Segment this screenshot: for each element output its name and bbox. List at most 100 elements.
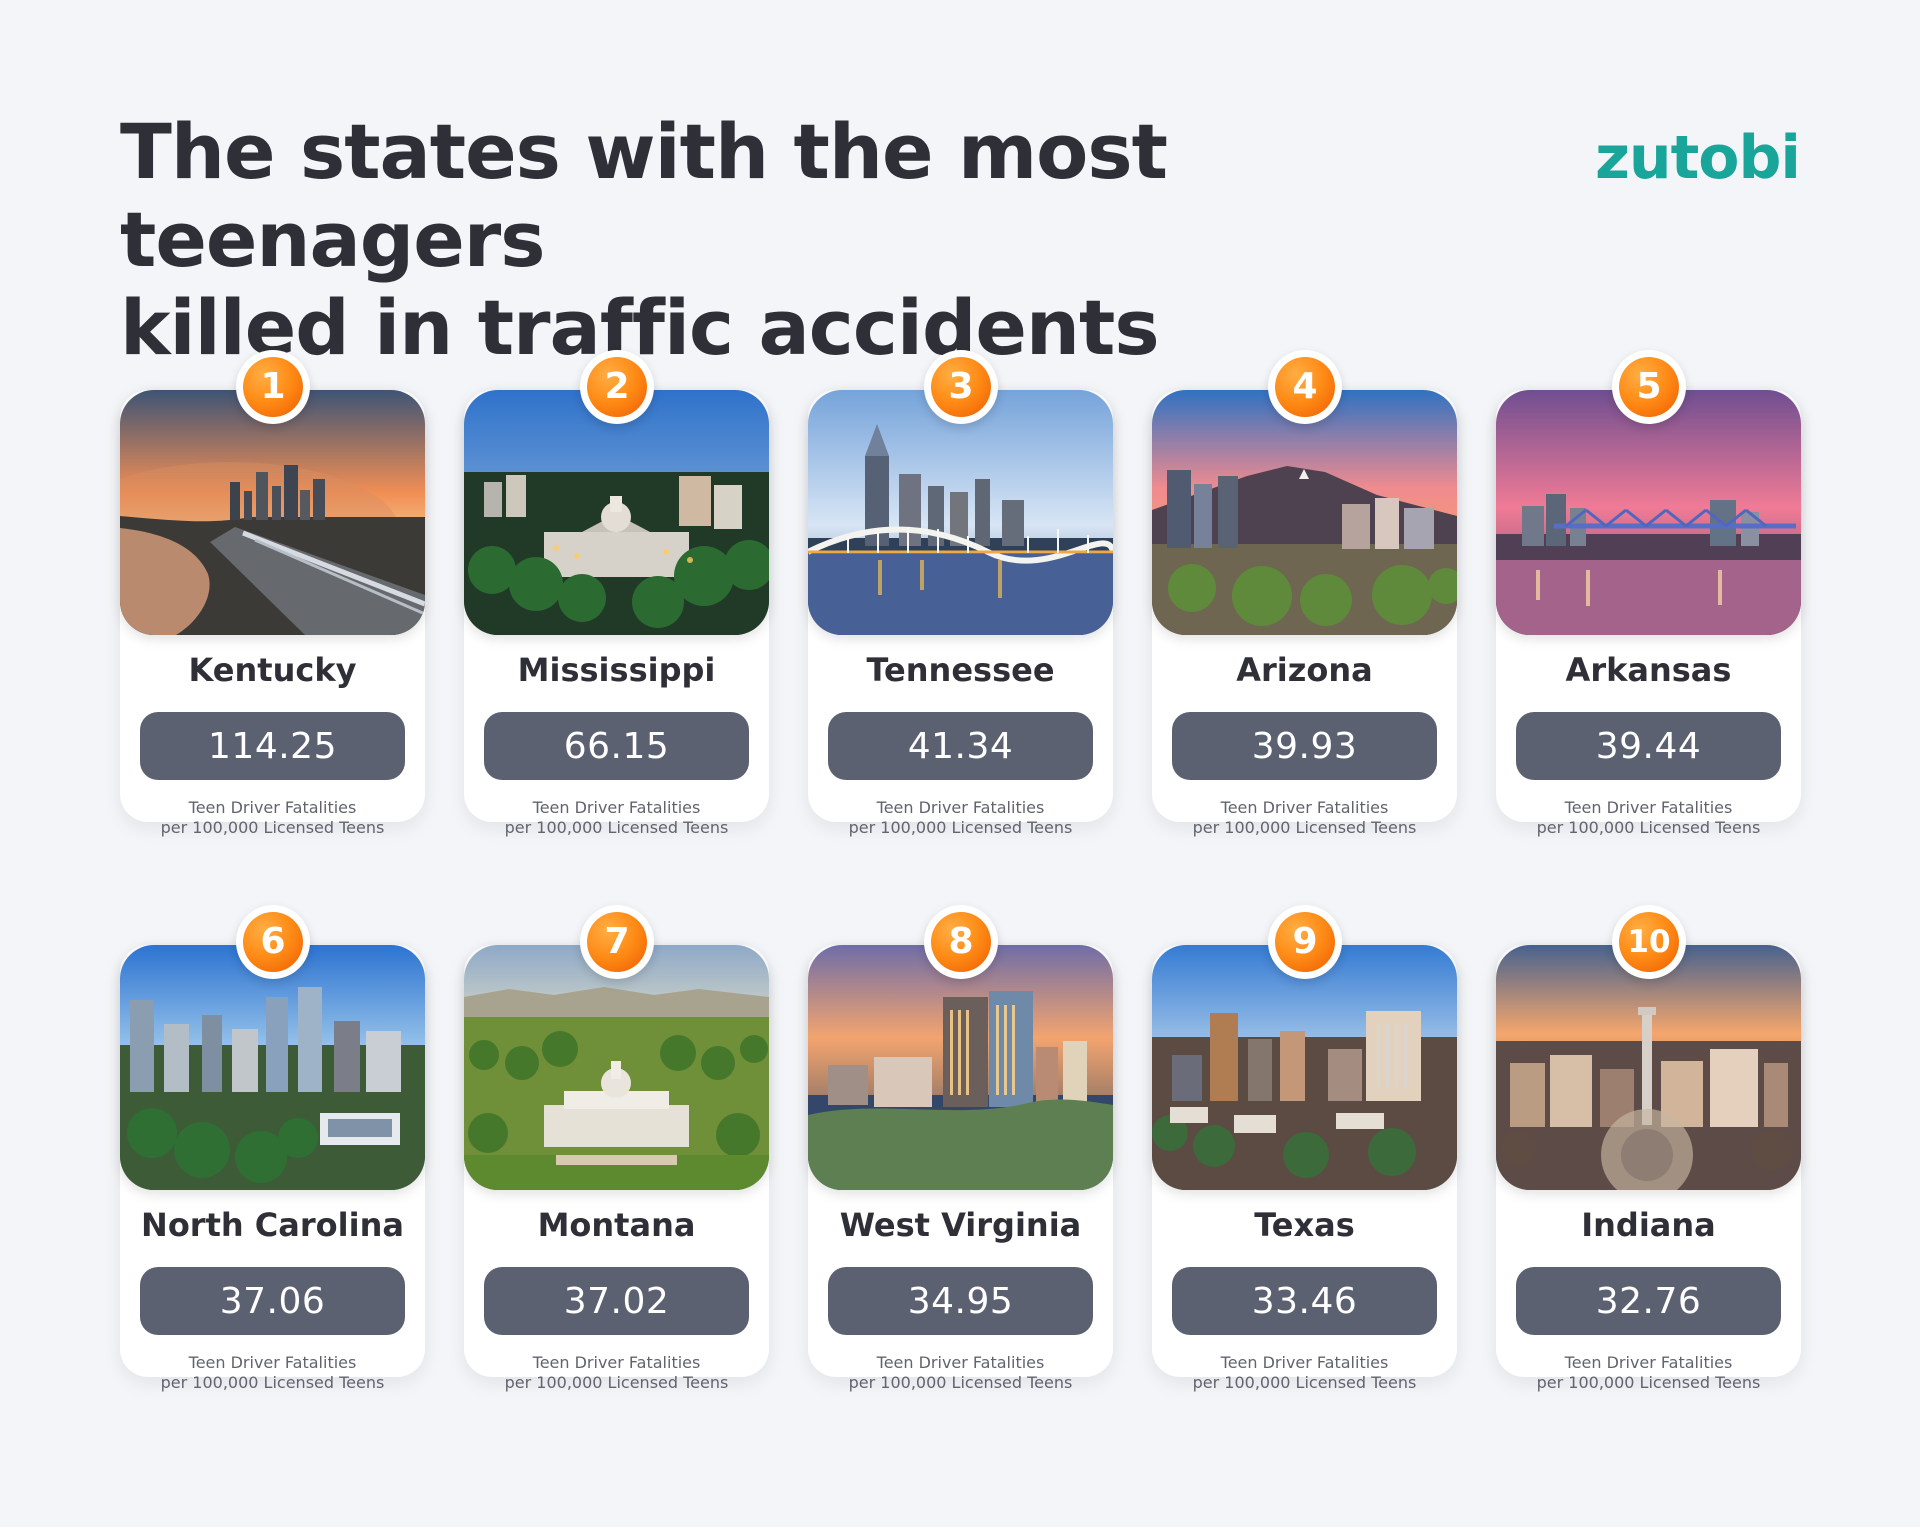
state-card-north-carolina: 6 North Carolina 37.06 Teen Driver Fatal…	[120, 905, 425, 1392]
north-carolina-city-image	[120, 945, 425, 1190]
metric-label-line-2: per 100,000 Licensed Teens	[160, 1373, 385, 1392]
metric-label-line-2: per 100,000 Licensed Teens	[504, 818, 729, 837]
rank-badge: 5	[1612, 350, 1686, 424]
fatality-rate-value: 32.76	[1516, 1267, 1781, 1335]
rank-number: 10	[1619, 912, 1679, 972]
state-card-indiana: 10 Indiana 32.76 Teen Driver Fatalities …	[1496, 905, 1801, 1392]
metric-label-line-1: Teen Driver Fatalities	[532, 1353, 701, 1372]
rank-badge: 1	[236, 350, 310, 424]
fatality-rate-value: 39.44	[1516, 712, 1781, 780]
page-title: The states with the most teenagers kille…	[120, 108, 1520, 372]
indiana-city-image	[1496, 945, 1801, 1190]
arkansas-city-image	[1496, 390, 1801, 635]
state-card-arizona: 4 Arizona 39.93 Teen Driver Fatalities p…	[1152, 350, 1457, 837]
state-name: Arkansas	[1565, 651, 1732, 689]
metric-label-line-2: per 100,000 Licensed Teens	[1536, 1373, 1761, 1392]
fatality-rate-value: 33.46	[1172, 1267, 1437, 1335]
west-virginia-city-photo	[808, 945, 1113, 1190]
rank-number: 3	[931, 357, 991, 417]
rank-badge: 6	[236, 905, 310, 979]
state-card-montana: 7 Montana 37.02 Teen Driver Fatalities p…	[464, 905, 769, 1392]
fatality-rate-value: 39.93	[1172, 712, 1437, 780]
north-carolina-city-photo	[120, 945, 425, 1190]
metric-label: Teen Driver Fatalities per 100,000 Licen…	[828, 1353, 1093, 1393]
title-line-1: The states with the most teenagers	[120, 107, 1168, 284]
state-name: Mississippi	[517, 651, 716, 689]
metric-label: Teen Driver Fatalities per 100,000 Licen…	[1516, 798, 1781, 838]
state-card-texas: 9 Texas 33.46 Teen Driver Fatalities per…	[1152, 905, 1457, 1392]
arizona-city-photo	[1152, 390, 1457, 635]
rank-number: 6	[243, 912, 303, 972]
metric-label-line-2: per 100,000 Licensed Teens	[1192, 818, 1417, 837]
texas-city-photo	[1152, 945, 1457, 1190]
state-name: Tennessee	[866, 651, 1055, 689]
rank-number: 2	[587, 357, 647, 417]
brand-logo: zutobi	[1594, 123, 1801, 193]
rank-badge: 8	[924, 905, 998, 979]
arkansas-city-photo	[1496, 390, 1801, 635]
montana-city-image	[464, 945, 769, 1190]
metric-label-line-2: per 100,000 Licensed Teens	[848, 1373, 1073, 1392]
metric-label-line-1: Teen Driver Fatalities	[876, 798, 1045, 817]
fatality-rate-value: 37.02	[484, 1267, 749, 1335]
metric-label-line-1: Teen Driver Fatalities	[1564, 1353, 1733, 1372]
fatality-rate-value: 66.15	[484, 712, 749, 780]
metric-label: Teen Driver Fatalities per 100,000 Licen…	[1172, 798, 1437, 838]
arizona-city-image	[1152, 390, 1457, 635]
metric-label-line-1: Teen Driver Fatalities	[876, 1353, 1045, 1372]
rank-number: 1	[243, 357, 303, 417]
state-card-west-virginia: 8 West Virginia 34.95 Teen Driver Fatali…	[808, 905, 1113, 1392]
state-rankings-grid: 1 Kentucky 114.25 Teen Driver Fatalities…	[120, 350, 1801, 1420]
rank-number: 7	[587, 912, 647, 972]
metric-label-line-1: Teen Driver Fatalities	[188, 1353, 357, 1372]
rank-number: 5	[1619, 357, 1679, 417]
metric-label-line-2: per 100,000 Licensed Teens	[160, 818, 385, 837]
metric-label: Teen Driver Fatalities per 100,000 Licen…	[1172, 1353, 1437, 1393]
metric-label-line-1: Teen Driver Fatalities	[1220, 798, 1389, 817]
montana-city-photo	[464, 945, 769, 1190]
indiana-city-photo	[1496, 945, 1801, 1190]
metric-label: Teen Driver Fatalities per 100,000 Licen…	[1516, 1353, 1781, 1393]
state-name: Indiana	[1581, 1206, 1716, 1244]
state-name: North Carolina	[141, 1206, 404, 1244]
state-name: Kentucky	[188, 651, 357, 689]
metric-label: Teen Driver Fatalities per 100,000 Licen…	[484, 798, 749, 838]
metric-label-line-2: per 100,000 Licensed Teens	[848, 818, 1073, 837]
rank-badge: 10	[1612, 905, 1686, 979]
metric-label-line-1: Teen Driver Fatalities	[532, 798, 701, 817]
metric-label-line-2: per 100,000 Licensed Teens	[1536, 818, 1761, 837]
state-name: Montana	[537, 1206, 696, 1244]
metric-label: Teen Driver Fatalities per 100,000 Licen…	[484, 1353, 749, 1393]
state-name: West Virginia	[839, 1206, 1082, 1244]
mississippi-city-photo	[464, 390, 769, 635]
metric-label: Teen Driver Fatalities per 100,000 Licen…	[140, 798, 405, 838]
state-card-tennessee: 3 Tennessee 41.34 Teen Driver Fatalities…	[808, 350, 1113, 837]
metric-label-line-1: Teen Driver Fatalities	[1220, 1353, 1389, 1372]
rank-number: 9	[1275, 912, 1335, 972]
tennessee-city-image	[808, 390, 1113, 635]
metric-label-line-2: per 100,000 Licensed Teens	[504, 1373, 729, 1392]
mississippi-city-image	[464, 390, 769, 635]
rank-badge: 9	[1268, 905, 1342, 979]
state-card-mississippi: 2 Mississippi 66.15 Teen Driver Fataliti…	[464, 350, 769, 837]
fatality-rate-value: 34.95	[828, 1267, 1093, 1335]
kentucky-city-photo	[120, 390, 425, 635]
state-name: Arizona	[1236, 651, 1373, 689]
state-name: Texas	[1254, 1206, 1355, 1244]
rank-badge: 2	[580, 350, 654, 424]
fatality-rate-value: 41.34	[828, 712, 1093, 780]
metric-label-line-1: Teen Driver Fatalities	[1564, 798, 1733, 817]
metric-label: Teen Driver Fatalities per 100,000 Licen…	[828, 798, 1093, 838]
fatality-rate-value: 37.06	[140, 1267, 405, 1335]
fatality-rate-value: 114.25	[140, 712, 405, 780]
metric-label-line-1: Teen Driver Fatalities	[188, 798, 357, 817]
metric-label: Teen Driver Fatalities per 100,000 Licen…	[140, 1353, 405, 1393]
rank-number: 4	[1275, 357, 1335, 417]
rank-badge: 7	[580, 905, 654, 979]
texas-city-image	[1152, 945, 1457, 1190]
tennessee-city-photo	[808, 390, 1113, 635]
west-virginia-city-image	[808, 945, 1113, 1190]
state-card-arkansas: 5 Arkansas 39.44 Teen Driver Fatalities …	[1496, 350, 1801, 837]
rank-number: 8	[931, 912, 991, 972]
kentucky-city-image	[120, 390, 425, 635]
